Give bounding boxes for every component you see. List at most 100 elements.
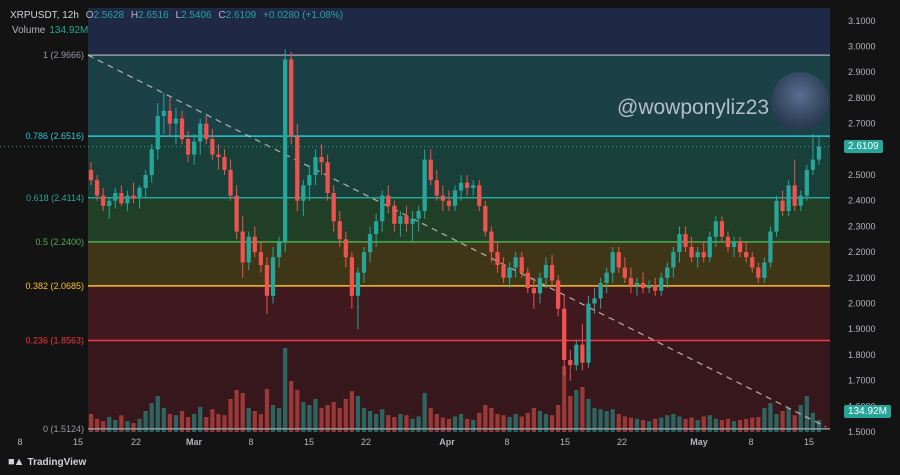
candle-body bbox=[489, 231, 494, 253]
candle-body bbox=[137, 187, 142, 199]
y-tick-label: 2.0000 bbox=[848, 299, 876, 309]
volume-bar bbox=[719, 420, 725, 432]
high-value: 2.6516 bbox=[138, 10, 169, 21]
volume-bar bbox=[816, 420, 822, 432]
candle-body bbox=[513, 257, 518, 268]
candle-body bbox=[240, 231, 245, 263]
candle-body bbox=[452, 190, 458, 206]
candle-body bbox=[155, 115, 160, 150]
volume-bar bbox=[155, 396, 160, 432]
candle-body bbox=[774, 200, 779, 232]
candle-body bbox=[398, 216, 403, 224]
candle-body bbox=[246, 236, 251, 263]
candle-body bbox=[264, 264, 270, 296]
volume-bar bbox=[598, 409, 603, 432]
volume-bar bbox=[167, 414, 173, 432]
y-tick-label: 2.5000 bbox=[848, 170, 876, 180]
volume-bar bbox=[289, 381, 294, 432]
candle-body bbox=[222, 157, 227, 170]
volume-bar bbox=[665, 415, 670, 432]
volume-bar bbox=[270, 405, 276, 432]
y-tick-label: 1.8000 bbox=[848, 350, 876, 360]
volume-bar bbox=[531, 408, 536, 432]
y-tick-label: 2.2000 bbox=[848, 247, 876, 257]
candle-body bbox=[725, 236, 731, 247]
tradingview-logo-icon: ■▲ bbox=[8, 456, 25, 468]
candle-body bbox=[319, 157, 324, 163]
candle-body bbox=[713, 221, 718, 237]
volume-bar bbox=[780, 411, 785, 432]
x-tick-label: 8 bbox=[248, 437, 253, 447]
volume-bar bbox=[568, 396, 573, 432]
volume-bar bbox=[131, 423, 136, 432]
volume-bar bbox=[185, 417, 191, 432]
y-tick-label: 2.3000 bbox=[848, 221, 876, 231]
volume-bar bbox=[246, 408, 251, 432]
open-value: 2.5628 bbox=[93, 10, 125, 21]
candle-body bbox=[610, 252, 615, 273]
volume-bar bbox=[653, 418, 658, 432]
tradingview-brand[interactable]: ■▲ TradingView bbox=[8, 456, 86, 468]
candle-body bbox=[665, 267, 670, 278]
fib-band bbox=[88, 241, 830, 286]
volume-bar bbox=[386, 415, 391, 432]
close-value: 2.6109 bbox=[225, 10, 257, 21]
volume-bar bbox=[556, 405, 561, 432]
volume-bar bbox=[701, 416, 706, 432]
candle-body bbox=[307, 175, 312, 186]
volume-bar bbox=[707, 415, 712, 432]
candle-body bbox=[762, 262, 767, 278]
candle-body bbox=[386, 195, 391, 206]
y-tick-label: 2.4000 bbox=[848, 196, 876, 206]
volume-bar bbox=[283, 348, 288, 432]
candle-body bbox=[780, 200, 785, 212]
y-tick-label: 2.7000 bbox=[848, 119, 876, 129]
volume-bar bbox=[683, 418, 688, 432]
candle-body bbox=[683, 234, 688, 247]
volume-bar bbox=[313, 399, 318, 432]
candle-body bbox=[143, 175, 148, 188]
volume-bar bbox=[234, 390, 239, 432]
volume-bar bbox=[404, 415, 409, 432]
volume-bar bbox=[434, 414, 439, 432]
volume-bar bbox=[367, 411, 373, 432]
volume-bar bbox=[398, 414, 403, 432]
watermark-text: @wowponyliz23 bbox=[617, 96, 770, 119]
candle-body bbox=[671, 252, 676, 268]
volume-bar bbox=[543, 414, 549, 432]
candle-body bbox=[574, 344, 579, 366]
volume-bar bbox=[562, 366, 567, 432]
volume-bar bbox=[586, 399, 591, 432]
fib-label: 0.786 (2.6516) bbox=[25, 131, 84, 141]
candle-body bbox=[598, 282, 603, 299]
candle-body bbox=[107, 200, 112, 206]
volume-bar bbox=[634, 418, 640, 432]
high-label: H bbox=[130, 10, 139, 21]
volume-bar bbox=[616, 414, 621, 432]
candle-body bbox=[695, 252, 700, 258]
candle-body bbox=[276, 241, 282, 258]
fib-band-top bbox=[88, 8, 830, 56]
volume-bar bbox=[695, 420, 700, 432]
volume-bar bbox=[361, 408, 367, 432]
candle-body bbox=[628, 277, 634, 286]
candle-body bbox=[677, 234, 682, 253]
candle-body bbox=[428, 159, 433, 181]
candle-body bbox=[750, 257, 755, 268]
volume-bar bbox=[731, 421, 737, 432]
candle-body bbox=[119, 193, 124, 204]
trendline-dashed bbox=[87, 54, 827, 428]
price-axis: 3.10003.00002.90002.80002.70002.60002.50… bbox=[848, 16, 876, 437]
volume-bar bbox=[422, 393, 427, 432]
volume-bar bbox=[525, 412, 530, 432]
volume-bar bbox=[549, 415, 555, 432]
x-tick-label: May bbox=[690, 437, 708, 447]
volume-bar bbox=[744, 418, 749, 432]
candle-body bbox=[786, 185, 791, 212]
candle-body bbox=[537, 277, 543, 294]
x-tick-label: 22 bbox=[361, 437, 371, 447]
candle-body bbox=[562, 308, 567, 361]
y-tick-label: 1.5000 bbox=[848, 427, 876, 437]
brand-label: TradingView bbox=[27, 456, 87, 468]
